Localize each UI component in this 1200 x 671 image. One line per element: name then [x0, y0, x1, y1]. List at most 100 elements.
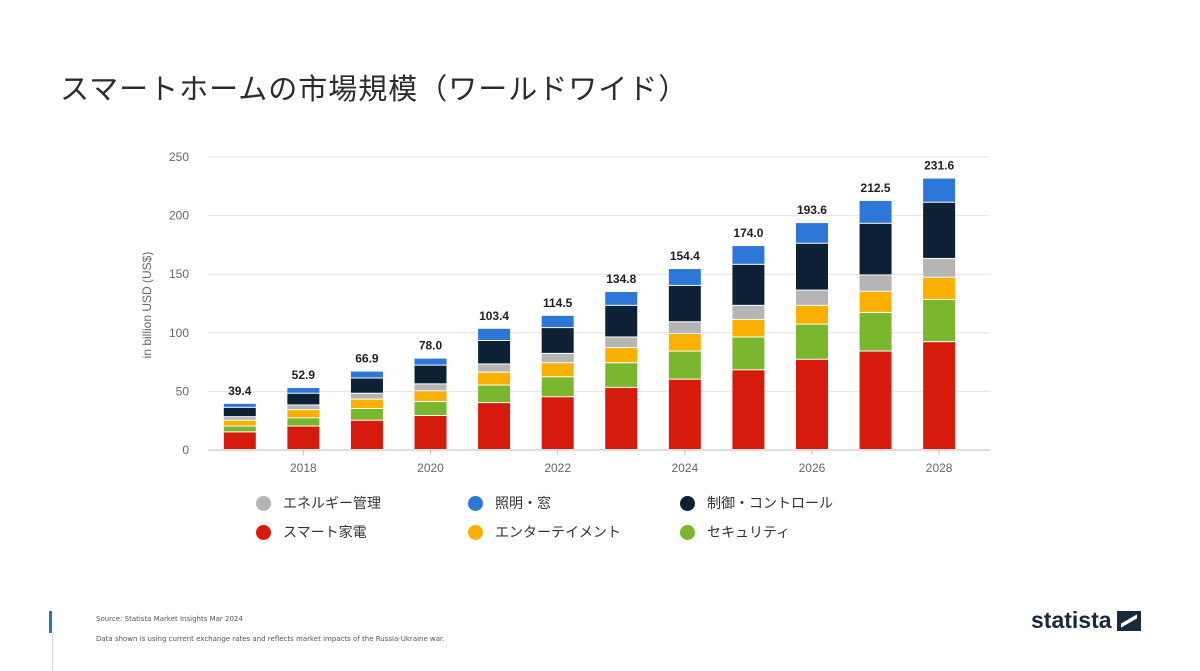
bar-segment [668, 379, 701, 449]
legend-label: エンターテイメント [495, 525, 621, 541]
y-axis-label: in billion USD (US$) [140, 252, 154, 359]
x-tick-label: 2018 [290, 461, 317, 475]
bar-segment [605, 363, 638, 387]
source-text: Source: Statista Market Insights Mar 202… [96, 615, 243, 623]
bar-segment [795, 305, 828, 324]
bar-segment [541, 377, 574, 397]
bar-segment [414, 416, 447, 449]
bar-segment [668, 333, 701, 351]
total-label: 103.4 [479, 309, 509, 323]
bar-segment [414, 358, 447, 365]
legend-item: エネルギー管理 [256, 493, 468, 513]
bar-segment [350, 393, 383, 399]
total-label: 212.5 [861, 181, 891, 195]
bar-segment [605, 337, 638, 348]
legend-item: エンターテイメント [468, 522, 680, 542]
y-tick-label: 250 [169, 150, 189, 164]
legend-label: セキュリティ [707, 525, 791, 541]
legend-label: スマート家電 [283, 525, 367, 541]
legend-label: エネルギー管理 [283, 496, 381, 512]
x-tick-label: 2024 [671, 461, 698, 475]
x-axis: 2018 2020 2022 2024 2026 2028 [290, 450, 953, 475]
statista-logo: statista [1031, 607, 1141, 634]
bar-segment [923, 258, 956, 277]
legend-swatch-icon [468, 524, 483, 540]
legend-swatch-icon [680, 524, 695, 540]
y-tick-label: 200 [169, 209, 189, 223]
bar-segment [541, 397, 574, 449]
bar-segment [223, 407, 256, 417]
y-tick-label: 50 [176, 384, 190, 398]
y-tick-label: 100 [169, 326, 189, 340]
bar-segment [223, 420, 256, 426]
bar-segment [541, 315, 574, 328]
bar-segment [414, 391, 447, 401]
bar-segment [923, 342, 956, 449]
bar-segment [223, 432, 256, 449]
x-tick-label: 2022 [544, 461, 571, 475]
bar-segment [605, 387, 638, 449]
bar-segment [732, 370, 765, 449]
bar-segment [541, 328, 574, 353]
legend-item: 照明・窓 [468, 493, 680, 513]
bar-segment [668, 322, 701, 333]
bar-segment [795, 324, 828, 359]
bars [223, 178, 956, 449]
bar-segment [287, 405, 320, 410]
bar-segment [795, 359, 828, 449]
bar-segment [923, 202, 956, 258]
bar-segment [287, 388, 320, 393]
bar-segment [223, 417, 256, 420]
bar-segment [605, 305, 638, 337]
bar-segment [795, 243, 828, 290]
legend-item: スマート家電 [256, 522, 468, 542]
bar-segment [478, 372, 511, 385]
bar-segment [732, 246, 765, 264]
legend-swatch-icon [256, 524, 271, 540]
bar-segment [478, 403, 511, 449]
total-label: 174.0 [733, 226, 763, 240]
bar-segment [923, 277, 956, 299]
bar-segment [478, 328, 511, 341]
bar-segment [223, 403, 256, 407]
bar-segment [414, 365, 447, 384]
bar-segment [350, 408, 383, 420]
bar-segment [605, 292, 638, 305]
bar-segment [732, 264, 765, 305]
bar-segment [668, 285, 701, 322]
bar-segment [287, 418, 320, 426]
bar-segment [859, 312, 892, 351]
bar-segment [414, 401, 447, 416]
legend-item: 制御・コントロール [680, 493, 896, 513]
bar-segment [859, 200, 892, 223]
bar-segment [287, 393, 320, 405]
bar-segment [414, 384, 447, 391]
y-tick-label: 150 [169, 267, 189, 281]
total-label: 66.9 [355, 352, 379, 366]
bar-segment [350, 399, 383, 408]
bar-segment [350, 371, 383, 378]
bar-segment [732, 319, 765, 337]
legend: エネルギー管理 照明・窓 制御・コントロールスマート家電 エンターテイメント セキュリテ… [256, 493, 896, 542]
bar-segment [859, 351, 892, 449]
total-labels: 39.4 52.9 66.9 78.0 103.4 114.5 134.8 154.4 174.… [228, 159, 954, 398]
bar-segment [541, 363, 574, 377]
legend-label: 制御・コントロール [707, 496, 833, 512]
y-axis: 0 50 100 150 200 250 [169, 150, 189, 457]
brand-name: statista [1031, 607, 1112, 633]
x-tick-label: 2026 [799, 461, 826, 475]
legend-label: 照明・窓 [495, 496, 551, 512]
total-label: 154.4 [670, 249, 700, 263]
bar-segment [668, 269, 701, 285]
brand-mark-icon [1116, 610, 1141, 631]
bar-segment [541, 353, 574, 363]
total-label: 231.6 [924, 159, 954, 173]
bar-segment [923, 299, 956, 342]
bar-segment [350, 378, 383, 393]
total-label: 193.6 [797, 203, 827, 217]
bar-segment [287, 426, 320, 449]
legend-swatch-icon [256, 495, 271, 511]
total-label: 134.8 [606, 272, 636, 286]
bar-segment [223, 426, 256, 432]
